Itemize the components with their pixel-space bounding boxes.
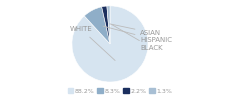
Wedge shape — [72, 6, 148, 82]
Wedge shape — [107, 6, 110, 44]
Wedge shape — [84, 7, 110, 44]
Text: WHITE: WHITE — [70, 26, 115, 60]
Wedge shape — [102, 6, 110, 44]
Text: BLACK: BLACK — [112, 24, 163, 51]
Text: ASIAN: ASIAN — [110, 24, 162, 36]
Text: HISPANIC: HISPANIC — [103, 26, 172, 43]
Legend: 88.2%, 8.3%, 2.2%, 1.3%: 88.2%, 8.3%, 2.2%, 1.3% — [65, 86, 175, 96]
